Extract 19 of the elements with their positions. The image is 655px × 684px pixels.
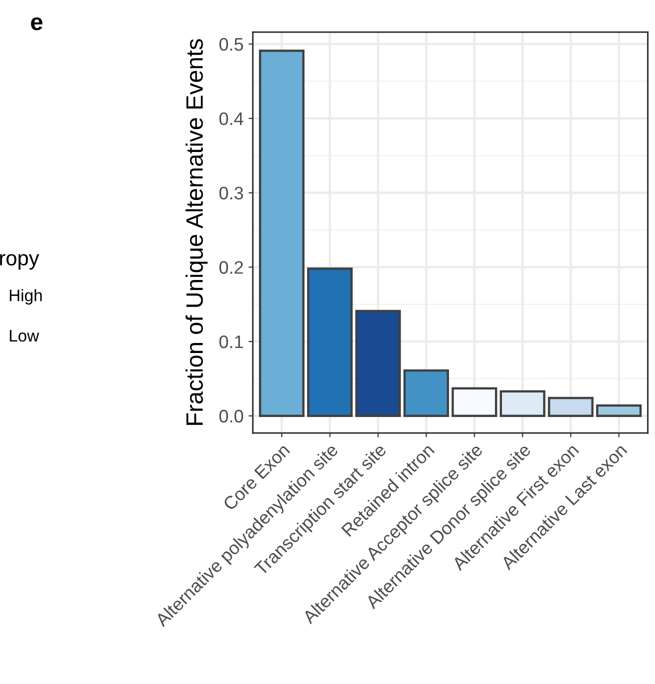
y-tick-label: 0.0 xyxy=(219,410,244,423)
bar xyxy=(452,387,498,417)
y-tick-label: 0.2 xyxy=(219,261,243,274)
text: e xyxy=(31,17,42,30)
bar xyxy=(307,268,353,417)
bar xyxy=(258,50,305,417)
bar xyxy=(355,310,401,417)
bar xyxy=(500,390,546,417)
bar xyxy=(596,404,642,417)
y-tick-label: 0.1 xyxy=(219,335,243,348)
text: High xyxy=(10,289,42,305)
bar xyxy=(403,369,450,417)
text: Low xyxy=(10,330,40,342)
y-tick-label: 0.4 xyxy=(219,112,244,126)
y-axis-title: Fraction of Unique Alternative Events xyxy=(186,39,208,425)
text: ropy xyxy=(0,254,40,270)
bar xyxy=(548,396,594,417)
y-tick-label: 0.5 xyxy=(219,38,244,51)
y-tick-label: 0.3 xyxy=(219,186,244,200)
